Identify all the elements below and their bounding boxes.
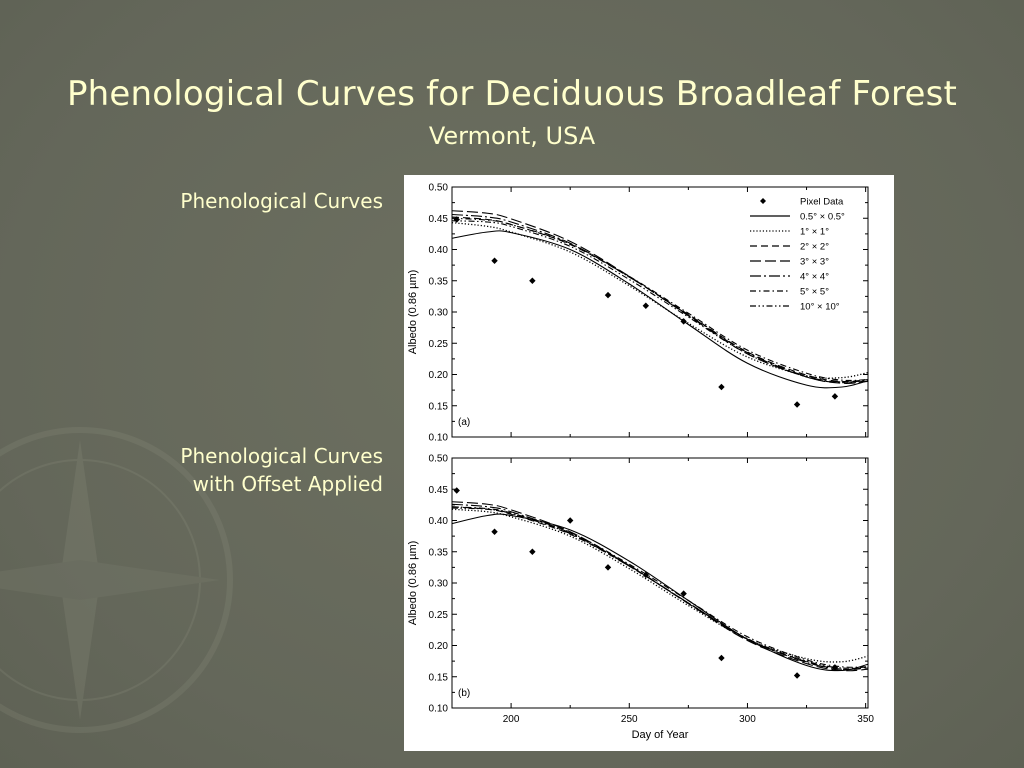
panel-b-pixel-data-point — [831, 664, 839, 671]
panel-b-caption: Phenological Curves with Offset Applied — [180, 442, 383, 498]
panel-a-pixel-data-point — [604, 291, 612, 299]
legend-entry-label: 4° × 4° — [800, 272, 829, 283]
panel-b-ylabel: Albedo (0.86 µm) — [407, 541, 419, 626]
slide-title: Phenological Curves for Deciduous Broadl… — [66, 74, 958, 114]
panel-b-ytick-label: 0.50 — [429, 454, 449, 465]
panel-b-xtick-label: 350 — [857, 714, 874, 725]
panel-b-xtick-label: 250 — [621, 714, 638, 725]
panel-a-series-line — [451, 217, 869, 382]
legend-marker-pixel-data — [760, 198, 766, 204]
panel-b-ytick-label: 0.45 — [429, 485, 449, 496]
panel-b-series-line — [451, 513, 869, 672]
panel-a-pixel-data-point — [680, 318, 687, 325]
panel-a-pixel-data-point — [718, 383, 725, 391]
panel-b-series-line — [451, 508, 869, 663]
panel-b-series-line — [451, 506, 869, 671]
panel-b-pixel-data-point — [453, 487, 460, 494]
panel-b-caption-line2: with Offset Applied — [192, 472, 383, 496]
panel-a-ytick-label: 0.25 — [429, 339, 449, 350]
panel-b-ytick-label: 0.15 — [429, 672, 449, 683]
panel-b-ytick-label: 0.10 — [429, 704, 449, 715]
legend-entry-label: 3° × 3° — [800, 257, 829, 268]
legend-entry-label: 5° × 5° — [800, 287, 829, 298]
panel-b-series-line — [451, 503, 869, 670]
panel-a-pixel-data-point — [831, 393, 839, 400]
panel-b-ytick-label: 0.30 — [429, 579, 449, 590]
panel-a-pixel-data-point — [529, 277, 536, 284]
panel-b-pixel-data-point — [680, 590, 687, 597]
panel-b-ytick-label: 0.35 — [429, 547, 449, 558]
panel-b-xlabel: Day of Year — [632, 729, 689, 741]
panel-b-pixel-data-point — [491, 528, 498, 535]
panel-a-ytick-label: 0.15 — [429, 401, 449, 412]
panel-a-pixel-data-point — [642, 302, 650, 309]
panel-a-series-line — [451, 210, 869, 384]
panel-a-ytick-label: 0.45 — [429, 214, 449, 225]
panel-a-ytick-label: 0.30 — [429, 308, 449, 319]
panel-b-series-line — [451, 501, 869, 672]
panel-b-pixel-data-point — [642, 571, 650, 579]
panel-b-panel-label: (b) — [458, 688, 470, 699]
panel-a-caption-text: Phenological Curves — [180, 189, 383, 213]
chart-figure: 0.10 0.15 0.20 0.25 0.30 0.35 0.40 0.45 0.50 Albe… — [404, 175, 894, 751]
panel-a-ytick-label: 0.20 — [429, 370, 449, 381]
panel-a-pixel-data-point — [453, 216, 460, 223]
panel-a-panel-label: (a) — [458, 417, 470, 428]
panel-a-series-line — [451, 213, 869, 383]
panel-b-pixel-data-point — [718, 654, 725, 662]
panel-a-ytick-label: 0.40 — [429, 245, 449, 256]
panel-b-pixel-data-point — [604, 564, 612, 571]
panel-b-series-line — [451, 506, 869, 668]
panel-b-xtick-label: 200 — [503, 714, 520, 725]
panel-a-ytick-label: 0.50 — [429, 183, 449, 194]
panel-a-pixel-data-point — [491, 257, 498, 264]
slide-subtitle: Vermont, USA — [428, 122, 596, 150]
panel-a-ylabel: Albedo (0.86 µm) — [407, 270, 419, 355]
legend-entry-label: 0.5° × 0.5° — [800, 212, 845, 223]
panel-b-pixel-data-point — [566, 517, 574, 524]
legend-entry-label: 2° × 2° — [800, 242, 829, 253]
chart-svg: 0.10 0.15 0.20 0.25 0.30 0.35 0.40 0.45 0.50 Albe… — [407, 183, 874, 742]
legend-entry-label: Pixel Data — [800, 197, 844, 208]
panel-b-pixel-data-point — [793, 672, 801, 679]
panel-a-ytick-label: 0.10 — [429, 433, 449, 444]
compass-watermark-icon — [0, 427, 233, 733]
panel-a-caption: Phenological Curves — [180, 187, 383, 215]
legend-entry-label: 10° × 10° — [800, 302, 840, 313]
panel-b-caption-line1: Phenological Curves — [180, 444, 383, 468]
panel-b-xtick-label: 300 — [739, 714, 756, 725]
panel-b-series-line — [451, 507, 869, 669]
panel-b-pixel-data-point — [529, 548, 536, 555]
panel-a-pixel-data-point — [793, 401, 801, 408]
panel-b-ytick-label: 0.40 — [429, 516, 449, 527]
panel-b-ytick-label: 0.20 — [429, 641, 449, 652]
legend-entry-label: 1° × 1° — [800, 227, 829, 238]
panel-a-ytick-label: 0.35 — [429, 276, 449, 287]
panel-b-ytick-label: 0.25 — [429, 610, 449, 621]
